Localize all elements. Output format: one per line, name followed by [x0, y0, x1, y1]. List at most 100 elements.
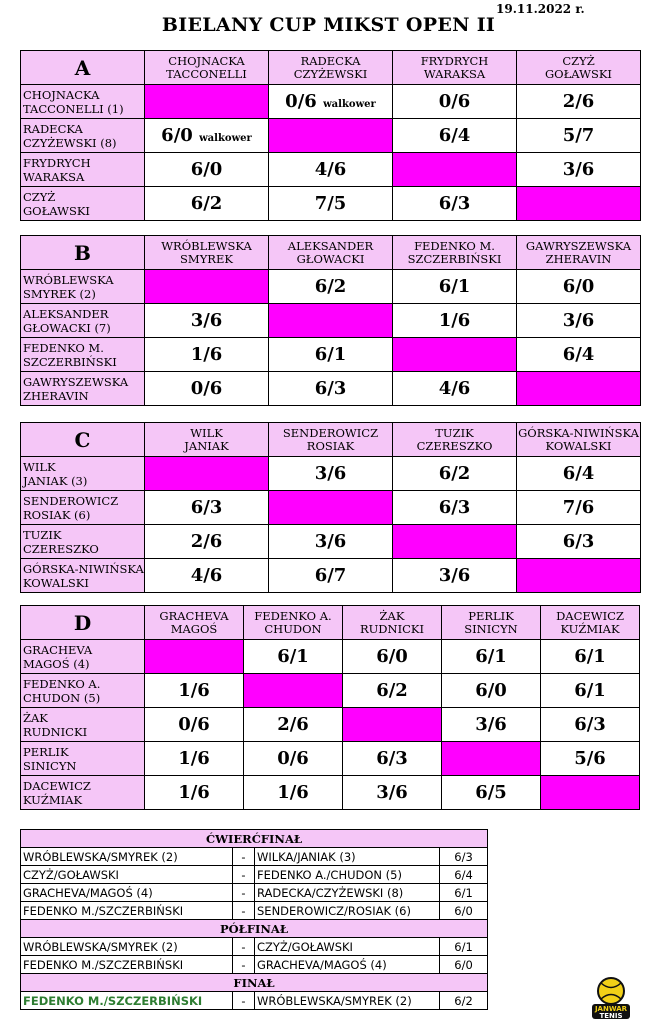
score-cell: 2/6: [243, 707, 343, 742]
row-header-line: FEDENKO A.: [23, 676, 101, 691]
diagonal-cell: [516, 371, 641, 406]
score-cell: 4/6: [268, 152, 393, 187]
score-value: 2/6: [190, 531, 223, 552]
column-header-line: WRÓBLEWSKA: [161, 238, 252, 253]
score-value: 6/0: [376, 646, 408, 667]
row-header-line: GÓRSKA-NIWIŃSKA: [23, 561, 144, 576]
score-cell: 0/6: [144, 707, 244, 742]
row-header-line: ALEKSANDER: [23, 306, 109, 321]
score-value: 3/6: [475, 714, 507, 735]
column-header: GAWRYSZEWSKA ZHERAVIN: [516, 235, 641, 270]
row-header-line: SENDEROWICZ: [23, 493, 119, 508]
match-dash: -: [232, 847, 255, 866]
score-cell: 6/4: [392, 118, 517, 153]
player-one: WRÓBLEWSKA/SMYREK (2): [20, 847, 233, 866]
row-header-line: TACCONELLI (1): [23, 101, 124, 116]
match-dash: -: [232, 883, 255, 902]
column-header: TUZIK CZERESZKO: [392, 422, 517, 457]
stage-row: FINAŁ: [19, 973, 489, 992]
score-cell: 3/6: [342, 775, 442, 810]
column-header: FEDENKO A. CHUDON: [243, 605, 343, 640]
score-cell: 6/0: [441, 673, 541, 708]
score-value: 6/0: [562, 276, 595, 297]
score-cell: 0/6: [243, 741, 343, 776]
score-value: 6/4: [438, 125, 471, 146]
diagonal-cell: [392, 524, 517, 559]
match-score: 6/1: [438, 883, 489, 902]
column-header: DACEWICZ KUŹMIAK: [540, 605, 640, 640]
score-cell: 6/4: [516, 337, 641, 372]
score-cell: 1/6: [392, 303, 517, 338]
diagonal-cell: [268, 303, 393, 338]
score-cell: 3/6: [268, 456, 393, 491]
score-cell: 6/3: [144, 490, 269, 525]
player-two: GRACHEVA/MAGOŚ (4): [254, 955, 440, 974]
table-row: ALEKSANDER GŁOWACKI (7) 3/6 1/6 3/6: [20, 303, 641, 338]
score-cell: 3/6: [144, 303, 269, 338]
score-cell: 2/6: [144, 524, 269, 559]
stage-row: ĆWIERĆFINAŁ: [19, 829, 489, 848]
row-header-line: GOŁAWSKI: [23, 203, 90, 218]
table-row: PERLIK SINICYN 1/6 0/6 6/3 5/6: [20, 741, 640, 776]
table-row: DACEWICZ KUŹMIAK 1/6 1/6 3/6 6/5: [20, 775, 640, 810]
group-table-d: D GRACHEVA MAGOŚ FEDENKO A. CHUDON ŻAK RUDNICK…: [20, 605, 640, 810]
match-score: 6/2: [438, 991, 489, 1010]
score-cell: 3/6: [516, 152, 641, 187]
row-header-line: KOWALSKI: [23, 575, 89, 590]
row-header: FEDENKO A. CHUDON (5): [20, 673, 145, 708]
score-cell: 0/6: [144, 371, 269, 406]
table-row: CZYŻ GOŁAWSKI 6/2 7/5 6/3: [20, 186, 641, 221]
column-header-line: SENDEROWICZ: [282, 425, 379, 440]
column-header-line: KOWALSKI: [545, 438, 612, 453]
table-row: WRÓBLEWSKA SMYREK (2) 6/2 6/1 6/0: [20, 269, 641, 304]
score-value: 6/1: [314, 344, 347, 365]
diagonal-cell: [441, 741, 541, 776]
match-dash: -: [232, 955, 255, 974]
score-cell: 3/6: [268, 524, 393, 559]
player-two: CZYŻ/GOŁAWSKI: [254, 937, 440, 956]
row-header-line: SINICYN: [23, 758, 77, 773]
table-row: GRACHEVA MAGOŚ (4) 6/1 6/0 6/1 6/1: [20, 639, 640, 674]
score-value: 0/6: [190, 378, 223, 399]
score-value: 6/3: [190, 497, 223, 518]
score-value: 3/6: [438, 565, 471, 586]
score-cell: 3/6: [516, 303, 641, 338]
score-value: 7/5: [314, 193, 347, 214]
score-value: 1/6: [178, 782, 210, 803]
table-row: FEDENKO M. SZCZERBIŃSKI 1/6 6/1 6/4: [20, 337, 641, 372]
match-score: 6/1: [438, 937, 489, 956]
score-value: 6/3: [314, 378, 347, 399]
match-row: FEDENKO M./SZCZERBIŃSKI - GRACHEVA/MAGOŚ (…: [20, 955, 489, 974]
column-header-line: KUŹMIAK: [560, 621, 620, 636]
row-header-line: SMYREK (2): [23, 286, 96, 301]
table-row: RADECKA CZYŻEWSKI (8) 6/0 walkower 6/4 5/7: [20, 118, 641, 153]
score-value: 3/6: [314, 463, 347, 484]
score-value: 6/0: [190, 159, 223, 180]
group-table-c: C WILK JANIAK SENDEROWICZ ROSIAK TUZIK CZERESZ…: [20, 422, 641, 593]
score-value: 1/6: [190, 344, 223, 365]
score-cell: 4/6: [144, 558, 269, 593]
score-cell: 6/1: [268, 337, 393, 372]
row-header: GAWRYSZEWSKA ZHERAVIN: [20, 371, 145, 406]
player-two: WRÓBLEWSKA/SMYREK (2): [254, 991, 440, 1010]
score-value: 6/4: [562, 344, 595, 365]
score-value: 6/1: [574, 646, 606, 667]
score-cell: 6/0 walkower: [144, 118, 269, 153]
column-header-line: FEDENKO A.: [254, 608, 332, 623]
score-value: 6/2: [376, 680, 408, 701]
score-cell: 6/3: [540, 707, 640, 742]
column-header: WILK JANIAK: [144, 422, 269, 457]
match-row: WRÓBLEWSKA/SMYREK (2) - WILKA/JANIAK (3) 6/…: [20, 847, 489, 866]
player-one: FEDENKO M./SZCZERBIŃSKI: [20, 991, 233, 1010]
score-value: 6/2: [438, 463, 471, 484]
row-header-line: DACEWICZ: [23, 778, 91, 793]
tournament-date: 19.11.2022 r.: [496, 2, 585, 16]
row-header-line: FRYDRYCH: [23, 155, 91, 170]
score-cell: 3/6: [441, 707, 541, 742]
score-cell: 0/6: [392, 84, 517, 119]
column-header: CZYŻ GOŁAWSKI: [516, 50, 641, 85]
table-row: ŻAK RUDNICKI 0/6 2/6 3/6 6/3: [20, 707, 640, 742]
row-header-line: ZHERAVIN: [23, 388, 89, 403]
diagonal-cell: [144, 456, 269, 491]
row-header: TUZIK CZERESZKO: [20, 524, 145, 559]
